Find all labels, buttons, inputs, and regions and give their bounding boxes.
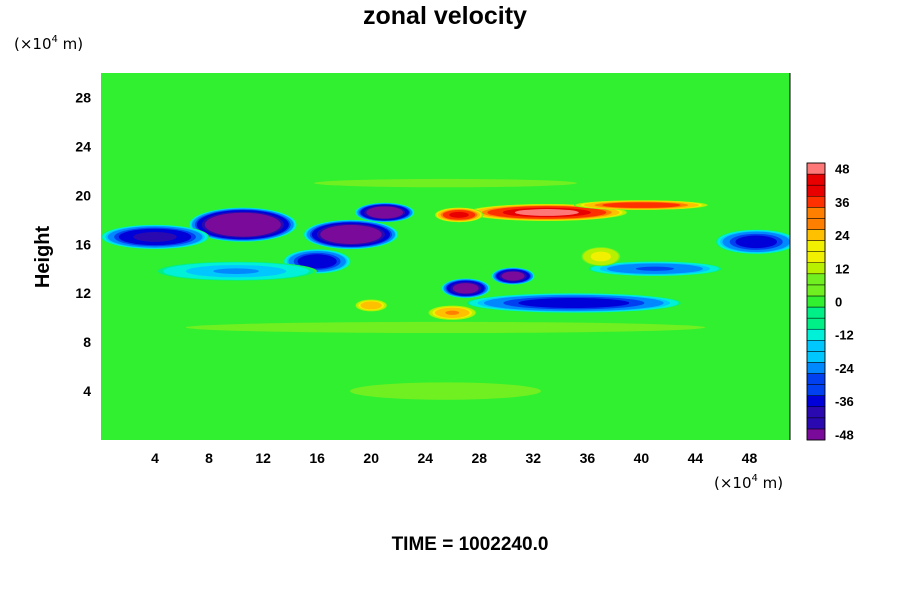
contour-band [314,178,577,188]
colorbar-segment [806,251,826,263]
colorbar-segment [806,428,826,441]
y-axis-label: Height [32,226,54,289]
colorbar-segment [806,306,826,319]
colorbar-tick-label: 0 [835,295,842,310]
colorbar-segment [806,384,826,396]
y-tick-label: 24 [75,138,91,154]
y-tick-label: 8 [83,334,91,350]
colorbar-tick-label: 48 [835,162,849,177]
contour-band [213,268,259,274]
colorbar-segment [806,317,826,330]
y-tick-label: 12 [75,285,91,301]
colorbar [806,162,826,441]
contour-band [133,232,177,242]
colorbar-segment [806,295,826,308]
colorbar-segment [806,207,826,219]
contour-band [350,101,541,119]
x-tick-label: 32 [526,450,542,466]
x-tick-label: 28 [471,450,487,466]
contour-band [185,321,706,334]
x-tick-labels: 4 8 12 16 20 24 28 32 36 40 44 48 [151,450,757,466]
y-tick-label: 4 [83,383,91,399]
x-tick-label: 44 [688,450,704,466]
colorbar-segment [806,284,826,297]
contour-band [449,211,469,218]
contour-band [350,382,541,400]
colorbar-frame [806,162,826,441]
contour-band [363,302,379,309]
colorbar-segment [806,184,826,197]
colorbar-tick-label: 24 [835,228,850,243]
y-unit-label: (×104 m) [14,34,83,53]
colorbar-tick-label: 12 [835,261,849,276]
colorbar-tick-label: 36 [835,195,849,210]
contour-band [227,219,259,230]
contour-band [373,208,397,217]
colorbar-segment [806,195,826,208]
colorbar-segment [806,417,826,430]
colorbar-segment [806,229,826,241]
y-tick-labels: 4 8 12 16 20 24 28 [75,89,91,399]
x-tick-label: 24 [417,450,433,466]
contour-band [514,209,579,216]
y-tick-label: 16 [75,236,91,252]
contour-band [590,251,612,262]
x-tick-label: 40 [634,450,650,466]
colorbar-segment [806,362,826,374]
contour-band [303,256,332,267]
x-tick-label: 36 [580,450,596,466]
colorbar-segment [806,240,826,252]
colorbar-segment [806,262,826,275]
x-tick-label: 12 [255,450,271,466]
y-tick-label: 28 [75,89,91,105]
colorbar-segment [806,273,826,286]
contour-band [635,266,675,271]
colorbar-segment [806,395,826,408]
contour-band [744,238,768,246]
colorbar-segment [806,373,826,385]
colorbar-tick-label: -36 [835,394,854,409]
colorbar-tick-label: -48 [835,427,854,442]
x-tick-label: 20 [363,450,379,466]
contour-band [337,230,365,239]
contour-band [445,310,460,315]
x-tick-label: 16 [309,450,325,466]
colorbar-segment [806,218,826,230]
colorbar-tick-label: -12 [835,328,854,343]
colorbar-segment [806,162,826,175]
colorbar-tick-label: -24 [835,361,855,376]
x-tick-label: 48 [742,450,758,466]
x-tick-label: 4 [151,450,159,466]
contour-band [456,284,476,293]
velocity-field [101,101,790,421]
chart-title: zonal velocity [363,2,527,30]
contour-band [504,272,522,280]
colorbar-segment [806,351,826,363]
contour-band [613,203,670,208]
x-tick-label: 8 [205,450,213,466]
colorbar-tick-labels: 48 36 24 12 0 -12 -24 -36 -48 [835,162,855,443]
y-tick-label: 20 [75,187,91,203]
colorbar-segment [806,406,826,419]
colorbar-segment [806,340,826,352]
x-unit-label: (×104 m) [714,473,783,492]
colorbar-segment [806,328,826,341]
plot-area [101,73,790,440]
colorbar-segment [806,173,826,186]
time-label: TIME = 1002240.0 [392,534,549,555]
contour-band [543,300,605,306]
